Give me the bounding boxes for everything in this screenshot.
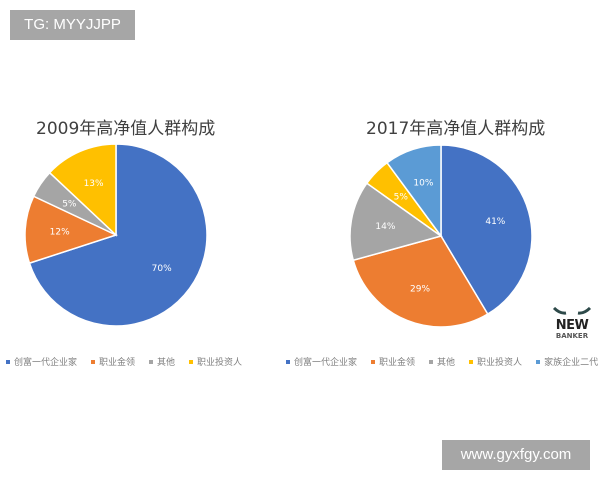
pie-slice [349, 182, 443, 262]
legend-swatch-icon [286, 359, 290, 364]
legend-label: 其他 [437, 358, 456, 368]
logo-banker: BANKER [555, 332, 589, 340]
legend-swatch-icon [536, 359, 541, 364]
legend-2017: 创富一代企业家 职业金领 其他 职业投资人 家族企业二代 [286, 355, 598, 368]
legend-item: 家族企业二代 [536, 355, 598, 368]
pie-slice [352, 235, 489, 328]
legend-swatch-icon [149, 359, 154, 364]
pie-chart-2009: 70% 12% 5% 13% [24, 143, 208, 327]
legend-2009: 创富一代企业家 职业金领 其他 职业投资人 [6, 355, 242, 368]
pie-slice [48, 143, 117, 237]
pie-chart-2017: 41% 29% 14% 5% 10% [349, 144, 533, 328]
legend-item: 其他 [149, 355, 175, 368]
slice-label: 29% [410, 284, 430, 294]
legend-item: 职业金领 [371, 355, 415, 368]
slice-label: 13% [84, 179, 104, 189]
legend-swatch-icon [6, 359, 10, 364]
chart-title-2017: 2017年高净值人群构成 [366, 119, 546, 139]
pie-slice [24, 195, 119, 265]
legend-swatch-icon [429, 359, 434, 364]
chart-title-2009: 2009年高净值人群构成 [36, 119, 216, 139]
logo-new: NEW [555, 318, 589, 333]
slice-label: 70% [152, 264, 172, 274]
legend-label: 创富一代企业家 [294, 358, 358, 368]
legend-item: 创富一代企业家 [6, 355, 77, 368]
legend-item: 其他 [429, 355, 455, 368]
slice-label: 5% [394, 192, 409, 202]
legend-label: 职业金领 [99, 358, 136, 368]
legend-item: 职业投资人 [469, 355, 522, 368]
watermark-top: TG: MYYJJPP [10, 10, 135, 40]
legend-swatch-icon [371, 359, 376, 364]
legend-item: 创富一代企业家 [286, 355, 357, 368]
slice-label: 5% [62, 199, 77, 209]
watermark-bottom: www.gyxfgy.com [442, 440, 590, 470]
legend-swatch-icon [469, 359, 474, 364]
slice-label: 12% [50, 227, 70, 237]
slice-label: 41% [485, 217, 505, 227]
pie-slice [28, 143, 208, 327]
legend-label: 创富一代企业家 [14, 358, 78, 368]
legend-item: 职业金领 [91, 355, 135, 368]
legend-item: 职业投资人 [189, 355, 242, 368]
legend-swatch-icon [189, 359, 194, 364]
legend-label: 家族企业二代 [544, 358, 599, 368]
legend-label: 职业投资人 [197, 358, 243, 368]
slice-label: 10% [413, 178, 433, 188]
legend-label: 其他 [157, 358, 176, 368]
newbanker-logo: NEW BANKER [552, 300, 592, 340]
pie-slice [440, 144, 533, 316]
slice-label: 14% [375, 222, 395, 232]
pie-slice [385, 144, 442, 239]
horns-icon [552, 306, 592, 315]
legend-label: 职业金领 [379, 358, 416, 368]
legend-swatch-icon [91, 359, 96, 364]
legend-label: 职业投资人 [477, 358, 523, 368]
